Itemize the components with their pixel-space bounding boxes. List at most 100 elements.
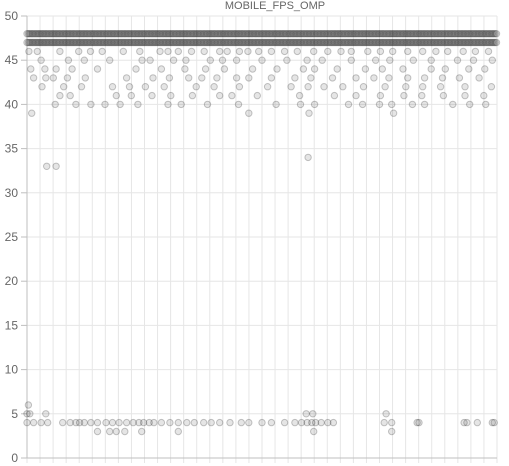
data-point — [81, 74, 90, 82]
data-point — [296, 100, 305, 109]
data-point — [106, 427, 114, 436]
data-point — [281, 30, 289, 38]
data-point — [203, 38, 212, 47]
data-point — [306, 38, 315, 47]
data-point — [473, 30, 481, 38]
data-point — [351, 30, 360, 38]
data-point — [463, 38, 471, 47]
data-point — [235, 47, 244, 56]
data-point — [236, 30, 244, 38]
data-point — [233, 30, 241, 38]
data-point — [329, 30, 337, 38]
data-point — [157, 418, 166, 427]
data-point — [385, 30, 394, 38]
data-point — [51, 30, 59, 38]
data-point — [350, 30, 358, 38]
data-point — [48, 38, 57, 47]
data-point — [304, 153, 312, 162]
data-point — [155, 38, 164, 47]
data-point — [380, 418, 388, 427]
data-point — [326, 38, 334, 47]
data-point — [471, 38, 480, 47]
data-point — [353, 38, 361, 47]
data-point — [205, 30, 213, 38]
data-point — [51, 38, 59, 47]
data-point — [167, 30, 175, 38]
data-point — [354, 38, 362, 47]
data-point — [460, 30, 468, 38]
data-point — [216, 30, 224, 38]
data-point — [200, 47, 208, 56]
data-point — [240, 38, 248, 47]
data-point — [334, 30, 343, 38]
data-point — [248, 38, 257, 47]
data-point — [481, 38, 489, 47]
data-point — [354, 30, 362, 38]
data-point — [138, 30, 147, 38]
data-point — [400, 91, 408, 100]
data-point — [310, 38, 319, 47]
data-point — [470, 38, 478, 47]
data-point — [411, 30, 419, 38]
data-point — [287, 83, 295, 91]
data-point — [210, 83, 218, 91]
data-point — [329, 38, 337, 47]
data-point — [56, 91, 64, 100]
data-point — [106, 56, 114, 64]
data-point — [295, 38, 303, 47]
data-point — [33, 38, 41, 47]
data-point — [267, 418, 276, 427]
data-point — [263, 38, 271, 47]
data-point — [43, 30, 51, 38]
data-point — [277, 38, 285, 47]
data-point — [293, 47, 301, 56]
data-point — [138, 427, 146, 436]
data-point — [395, 30, 403, 38]
data-point — [203, 100, 212, 109]
data-point — [303, 56, 311, 64]
data-point — [185, 38, 193, 47]
data-point — [24, 38, 33, 47]
data-point — [318, 30, 326, 38]
data-point — [439, 30, 447, 38]
data-point — [212, 38, 220, 47]
data-point — [395, 38, 403, 47]
data-point — [339, 38, 347, 47]
data-point — [137, 30, 145, 38]
data-point — [169, 30, 178, 38]
data-point — [391, 30, 399, 38]
data-point — [466, 38, 474, 47]
data-point — [122, 74, 131, 82]
data-point — [459, 38, 467, 47]
data-point — [492, 30, 501, 38]
data-point — [160, 38, 168, 47]
data-point — [93, 65, 102, 73]
data-point — [230, 38, 239, 47]
data-point — [420, 74, 429, 82]
data-point — [377, 38, 385, 47]
data-point — [441, 65, 449, 73]
data-point — [330, 91, 339, 100]
data-point — [188, 91, 197, 100]
data-point — [72, 100, 80, 109]
data-point — [406, 38, 415, 47]
data-point — [388, 38, 396, 47]
data-point — [141, 30, 150, 38]
data-point — [174, 38, 182, 47]
data-point — [267, 47, 276, 56]
data-point — [34, 30, 42, 38]
data-point — [119, 30, 127, 38]
data-point — [399, 38, 408, 47]
data-point — [442, 38, 450, 47]
data-point — [134, 100, 142, 109]
data-point — [167, 91, 175, 100]
data-point — [191, 30, 199, 38]
data-point — [377, 30, 385, 38]
data-point — [61, 38, 69, 47]
data-point — [305, 38, 313, 47]
data-point — [133, 38, 141, 47]
data-point — [168, 30, 176, 38]
data-point — [416, 38, 425, 47]
data-point — [112, 38, 120, 47]
data-point — [141, 83, 150, 91]
